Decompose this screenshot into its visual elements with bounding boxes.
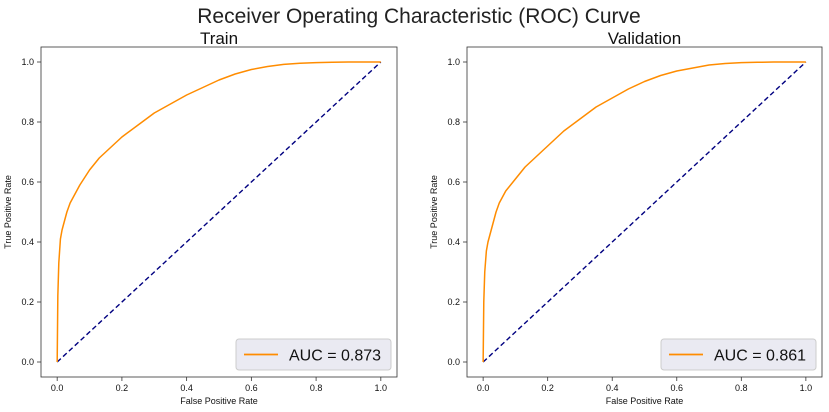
train-legend-box [235,338,392,371]
validation-y-tick-label: 1.0 [447,57,460,67]
validation-legend-label: AUC = 0.861 [714,348,806,365]
validation-y-tick-label: 0.4 [447,237,460,247]
train-y-tick-label: 1.0 [21,57,34,67]
train-y-tick-label: 0.6 [21,177,34,187]
validation-x-tick-label: 0.4 [606,383,619,393]
validation-plot-frame [466,46,823,378]
validation-chart-title: Validation [608,29,681,48]
train-y-tick-label: 0.8 [21,117,34,127]
train-x-axis-label: False Positive Rate [180,396,258,406]
train-y-axis-label: True Positive Rate [3,175,13,249]
train-y-tick-label: 0.0 [21,357,34,367]
train-chart-title: Train [200,29,238,48]
train-x-tick-label: 0.8 [310,383,323,393]
train-legend: AUC = 0.873 [235,338,392,371]
validation-y-tick-label: 0.0 [447,357,460,367]
validation-y-tick-label: 0.6 [447,177,460,187]
train-chance-line [56,61,382,363]
validation-x-tick-label: 0.2 [541,383,554,393]
train-x-tick-label: 0.2 [116,383,129,393]
train-x-tick-label: 1.0 [375,383,388,393]
train-x-tick-label: 0.4 [180,383,193,393]
train-chart-panel: Train 0.0 0.2 0.4 0.6 0.8 1.0 0.0 0.2 0.4 0.6 0.8 1.… [3,29,398,406]
validation-y-axis-label: True Positive Rate [429,175,439,249]
train-legend-label: AUC = 0.873 [289,348,381,365]
validation-x-tick-label: 0.0 [477,383,490,393]
validation-x-tick-label: 1.0 [800,383,813,393]
validation-y-tick-label: 0.8 [447,117,460,127]
validation-x-axis-label: False Positive Rate [606,396,684,406]
train-x-tick-label: 0.6 [245,383,258,393]
validation-x-tick-label: 0.6 [671,383,684,393]
validation-legend: AUC = 0.861 [660,338,817,371]
train-y-tick-label: 0.4 [21,237,34,247]
train-x-tick-label: 0.0 [51,383,64,393]
train-plot-frame [40,46,398,378]
validation-legend-box [660,338,817,371]
validation-roc-curve [482,61,806,363]
validation-y-tick-label: 0.2 [447,297,460,307]
validation-x-tick-label: 0.8 [735,383,748,393]
train-y-tick-label: 0.2 [21,297,34,307]
train-roc-curve [56,61,381,363]
validation-chance-line [482,61,807,363]
figure-title: Receiver Operating Characteristic (ROC) … [197,5,640,28]
validation-chart-panel: Validation 0.0 0.2 0.4 0.6 0.8 1.0 0.0 0.2 0.4 0.6… [429,29,823,406]
